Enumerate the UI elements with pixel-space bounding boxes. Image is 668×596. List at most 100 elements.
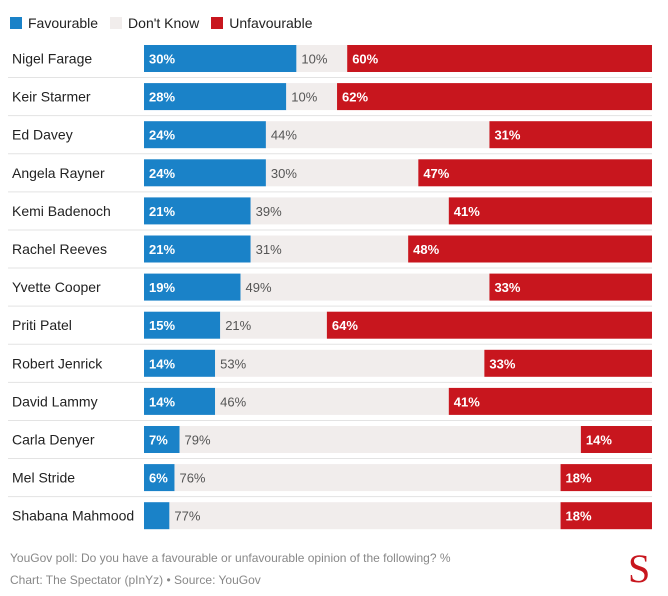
row-label-priti-patel: Priti Patel [12,317,72,333]
bar-don-t-know-kemi-badenoch [250,197,449,225]
bar-unfavourable-rachel-reeves [408,235,652,263]
bar-don-t-know-robert-jenrick [215,349,485,377]
row-label-david-lammy: David Lammy [12,393,98,409]
bar-unfavourable-shabana-mahmood [560,502,652,530]
data-label-unfavourable-robert-jenrick: 33% [489,356,515,371]
legend: Favourable Don't Know Unfavourable [10,15,312,31]
row-label-mel-stride: Mel Stride [12,470,75,486]
data-label-unfavourable-mel-stride: 18% [566,471,592,486]
data-label-unfavourable-yvette-cooper: 33% [494,280,520,295]
row-label-kemi-badenoch: Kemi Badenoch [12,203,111,219]
spectator-logo: S [628,546,651,591]
bar-unfavourable-angela-rayner [418,159,652,187]
data-label-favourable-kemi-badenoch: 21% [149,204,175,219]
bar-don-t-know-nigel-farage [296,45,348,72]
bar-favourable-ed-davey [144,121,266,149]
data-label-don-t-know-angela-rayner: 30% [271,166,297,181]
row-label-carla-denyer: Carla Denyer [12,432,95,448]
legend-item-unfavourable: Unfavourable [211,15,312,31]
legend-item-dont-know: Don't Know [110,15,199,31]
data-label-don-t-know-keir-starmer: 10% [291,90,317,105]
data-label-don-t-know-david-lammy: 46% [220,394,246,409]
legend-swatch-unfavourable [211,17,224,29]
bar-favourable-yvette-cooper [144,273,241,301]
data-label-favourable-rachel-reeves: 21% [149,242,175,257]
data-label-unfavourable-david-lammy: 41% [454,394,480,409]
row-label-shabana-mahmood: Shabana Mahmood [12,508,134,524]
data-label-unfavourable-rachel-reeves: 48% [413,242,439,257]
data-label-unfavourable-shabana-mahmood: 18% [566,509,592,524]
bar-unfavourable-kemi-badenoch [448,197,652,225]
data-label-don-t-know-rachel-reeves: 31% [256,242,282,257]
data-label-favourable-angela-rayner: 24% [149,166,175,181]
data-label-unfavourable-angela-rayner: 47% [423,166,449,181]
data-label-unfavourable-nigel-farage: 60% [352,52,378,67]
data-label-unfavourable-keir-starmer: 62% [342,90,368,105]
chart-footnote: YouGov poll: Do you have a favourable or… [10,551,451,565]
bar-favourable-mel-stride [144,464,175,492]
data-label-favourable-carla-denyer: 7% [149,433,168,448]
data-label-don-t-know-robert-jenrick: 53% [220,356,246,371]
bar-favourable-angela-rayner [144,159,266,187]
legend-label-favourable: Favourable [28,15,99,31]
bar-don-t-know-yvette-cooper [240,273,490,301]
bar-unfavourable-mel-stride [560,464,652,492]
data-label-don-t-know-shabana-mahmood: 77% [174,509,200,524]
bar-don-t-know-rachel-reeves [250,235,409,263]
bar-unfavourable-yvette-cooper [489,273,652,301]
legend-label-dont-know: Don't Know [128,15,200,31]
data-label-unfavourable-priti-patel: 64% [332,318,358,333]
data-label-favourable-ed-davey: 24% [149,128,175,143]
data-label-favourable-robert-jenrick: 14% [149,356,175,371]
bar-favourable-kemi-badenoch [144,197,251,225]
bar-favourable-robert-jenrick [144,349,216,377]
data-label-favourable-priti-patel: 15% [149,318,175,333]
bar-don-t-know-shabana-mahmood [169,502,561,530]
bar-unfavourable-carla-denyer [580,426,652,453]
bar-don-t-know-mel-stride [174,464,561,492]
data-label-favourable-nigel-farage: 30% [149,52,175,67]
row-label-ed-davey: Ed Davey [12,127,73,143]
legend-label-unfavourable: Unfavourable [229,15,313,31]
bar-unfavourable-priti-patel [326,311,652,339]
legend-item-favourable: Favourable [10,15,98,31]
data-label-unfavourable-ed-davey: 31% [494,128,520,143]
bar-favourable-carla-denyer [144,426,180,453]
bar-don-t-know-david-lammy [215,387,449,415]
bar-don-t-know-ed-davey [265,121,490,149]
row-label-yvette-cooper: Yvette Cooper [12,279,101,295]
data-label-favourable-yvette-cooper: 19% [149,280,175,295]
data-label-favourable-mel-stride: 6% [149,471,168,486]
bar-don-t-know-carla-denyer [179,426,581,453]
bar-favourable-david-lammy [144,387,216,415]
bar-favourable-priti-patel [144,311,221,339]
data-label-unfavourable-carla-denyer: 14% [586,433,612,448]
bar-don-t-know-angela-rayner [265,159,419,187]
data-label-don-t-know-yvette-cooper: 49% [246,280,272,295]
bar-favourable-keir-starmer [144,83,287,111]
bar-favourable-rachel-reeves [144,235,251,263]
bar-unfavourable-ed-davey [489,121,652,149]
data-label-don-t-know-mel-stride: 76% [179,471,205,486]
chart-credit: Chart: The Spectator (pInYz) • Source: Y… [10,573,261,587]
data-label-don-t-know-ed-davey: 44% [271,128,297,143]
data-label-don-t-know-priti-patel: 21% [225,318,251,333]
stacked-bar-chart: Nigel Farage 30% 10% 60% Keir Starmer 28% 10% 6… [8,45,652,530]
data-label-favourable-keir-starmer: 28% [149,90,175,105]
bar-unfavourable-nigel-farage [347,45,652,72]
data-label-don-t-know-nigel-farage: 10% [301,52,327,67]
row-label-rachel-reeves: Rachel Reeves [12,241,107,257]
data-label-favourable-david-lammy: 14% [149,394,175,409]
bar-unfavourable-keir-starmer [337,83,652,111]
row-label-angela-rayner: Angela Rayner [12,165,105,181]
row-label-nigel-farage: Nigel Farage [12,51,92,67]
row-label-robert-jenrick: Robert Jenrick [12,355,103,371]
bar-favourable-nigel-farage [144,45,297,72]
legend-swatch-favourable [10,17,22,29]
data-label-don-t-know-kemi-badenoch: 39% [256,204,282,219]
data-label-unfavourable-kemi-badenoch: 41% [454,204,480,219]
row-label-keir-starmer: Keir Starmer [12,89,91,105]
legend-swatch-dont-know [110,17,123,29]
bar-don-t-know-priti-patel [220,311,327,339]
data-label-don-t-know-carla-denyer: 79% [185,433,211,448]
